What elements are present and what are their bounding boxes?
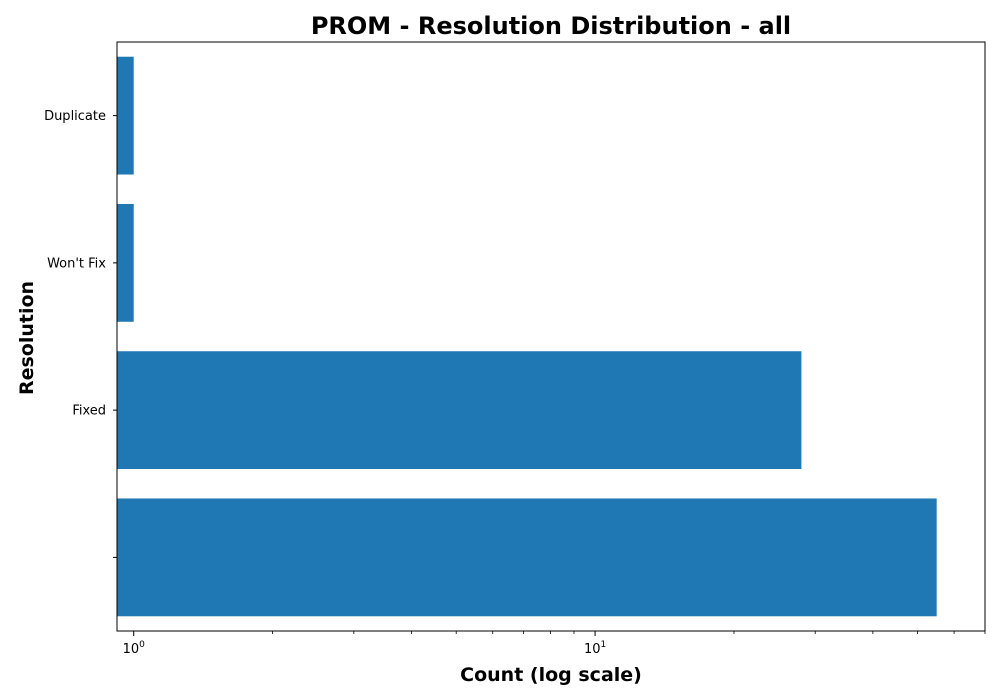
y-tick-label-2: Won't Fix bbox=[47, 256, 106, 271]
y-axis-label: Resolution bbox=[16, 281, 38, 395]
bar-0 bbox=[117, 498, 937, 617]
x-tick-label-0: 100 bbox=[123, 640, 146, 657]
x-axis-label: Count (log scale) bbox=[460, 664, 642, 686]
y-tick-label-3: Duplicate bbox=[44, 109, 106, 124]
plot-frame bbox=[116, 41, 986, 632]
bar-1 bbox=[117, 351, 802, 470]
bar-2 bbox=[117, 203, 134, 322]
plot-area: Fixed Won't Fix Duplicate 100 101 bbox=[44, 41, 986, 657]
y-tick-label-1: Fixed bbox=[72, 404, 106, 419]
chart-title: PROM - Resolution Distribution - all bbox=[311, 12, 791, 40]
x-tick-label-1: 101 bbox=[584, 640, 606, 657]
bar-3 bbox=[117, 56, 134, 175]
